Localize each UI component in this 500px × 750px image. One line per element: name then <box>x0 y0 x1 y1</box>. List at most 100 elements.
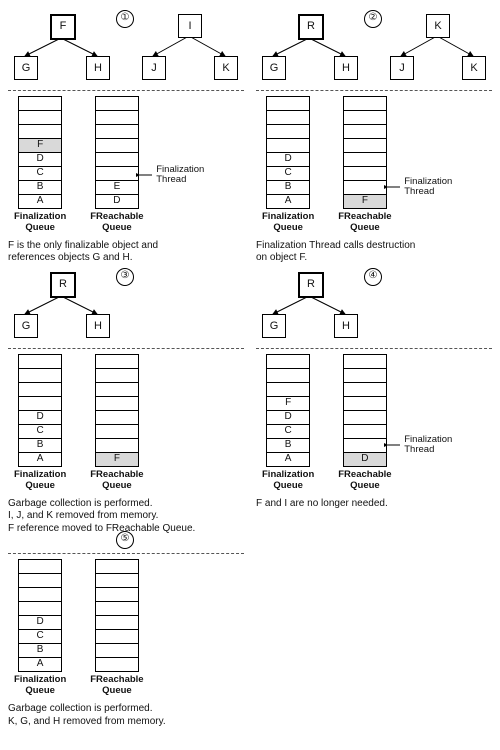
finq-cell <box>18 96 62 111</box>
finalization-queue: DCBAFinalizationQueue <box>14 560 66 697</box>
finq-cell: A <box>266 452 310 467</box>
tree-area: ②RGHKJK <box>256 8 492 86</box>
frq-cell <box>95 152 139 167</box>
finq-cell <box>18 110 62 125</box>
frq-cell <box>95 438 139 453</box>
finq-cell <box>18 601 62 616</box>
queues: FDCBA FinalizationQueue ED FinalizationThre… <box>8 97 244 234</box>
finq-stack: FDCBA <box>18 97 62 209</box>
finq-cell <box>18 396 62 411</box>
panel-caption: Garbage collection is performed.K, G, an… <box>8 703 244 729</box>
finq-cell <box>266 96 310 111</box>
finq-cell <box>266 368 310 383</box>
panel-2: ②RGHKJKDCBAFinalizationQueueFFinalizatio… <box>256 8 492 266</box>
frq-cell: D <box>95 194 139 209</box>
finalization-queue: DCBAFinalizationQueue <box>14 355 66 492</box>
ft-label-2: Thread <box>156 174 186 185</box>
finalization-thread-annotation: FinalizationThread <box>384 435 452 456</box>
frq-cell <box>95 559 139 574</box>
tree-node-K: K <box>426 14 450 38</box>
frq-label: FReachableQueue <box>90 212 143 234</box>
ft-label-1: Finalization <box>156 164 204 175</box>
panel-4: ④RGHFDCBAFinalizationQueueDFinalizationT… <box>256 266 492 535</box>
panel-empty <box>256 535 492 729</box>
tree-node-G: G <box>14 56 38 80</box>
tree-area: ①FGHIJK <box>8 8 244 86</box>
finq-cell: B <box>266 438 310 453</box>
tree-node-J: J <box>390 56 414 80</box>
finq-label: FinalizationQueue <box>14 470 66 492</box>
finq-cell: B <box>266 180 310 195</box>
finq-stack: FDCBA <box>266 355 310 467</box>
tree-node-G: G <box>14 314 38 338</box>
tree-node-R: R <box>298 272 324 298</box>
frq-stack: ED <box>95 97 139 209</box>
tree-node-K: K <box>214 56 238 80</box>
frq-stack: D <box>343 355 387 467</box>
tree-edges <box>256 266 486 344</box>
freachable-queue: FFinalizationThreadFReachableQueue <box>338 97 391 234</box>
finq-cell <box>18 124 62 139</box>
tree-node-G: G <box>262 56 286 80</box>
finq-cell: D <box>18 615 62 630</box>
frq-cell <box>95 382 139 397</box>
finq-cell: B <box>18 643 62 658</box>
tree-node-K: K <box>462 56 486 80</box>
divider <box>8 553 244 554</box>
finq-cell: C <box>266 166 310 181</box>
ft-label-2: Thread <box>404 444 434 455</box>
finq-cell <box>18 382 62 397</box>
finq-cell: A <box>18 657 62 672</box>
finq-cell: C <box>18 424 62 439</box>
finq-label: FinalizationQueue <box>14 212 66 234</box>
panel-caption: F and I are no longer needed. <box>256 498 492 524</box>
ft-label-1: Finalization <box>404 434 452 445</box>
frq-cell <box>343 110 387 125</box>
finq-cell: D <box>18 152 62 167</box>
finq-label: FinalizationQueue <box>262 212 314 234</box>
frq-cell <box>343 410 387 425</box>
finalization-queue: FDCBAFinalizationQueue <box>262 355 314 492</box>
divider <box>8 348 244 349</box>
panel-caption: Finalization Thread calls destructionon … <box>256 240 492 266</box>
finq-cell <box>266 382 310 397</box>
tree-edges <box>256 8 486 86</box>
tree-edges <box>8 266 238 344</box>
frq-cell <box>343 138 387 153</box>
finq-cell <box>18 573 62 588</box>
divider <box>256 90 492 91</box>
frq-cell <box>95 410 139 425</box>
frq-cell <box>343 96 387 111</box>
finq-cell: B <box>18 180 62 195</box>
frq-label: FReachableQueue <box>338 212 391 234</box>
frq-cell <box>95 657 139 672</box>
frq-label: FReachableQueue <box>90 675 143 697</box>
frq-cell <box>95 643 139 658</box>
tree-area: ⑤ <box>8 535 244 549</box>
tree-area: ③RGH <box>8 266 244 344</box>
finq-cell: A <box>18 194 62 209</box>
frq-cell <box>95 573 139 588</box>
frq-cell: F <box>343 194 387 209</box>
finq-cell: C <box>18 166 62 181</box>
row-1: ①FGHIJKFDCBAFinalizationQueueEDFinalizat… <box>8 8 492 266</box>
tree-area: ④RGH <box>256 266 492 344</box>
tree-node-G: G <box>262 314 286 338</box>
freachable-queue: FReachableQueue <box>90 560 143 697</box>
tree-node-R: R <box>298 14 324 40</box>
frq-cell <box>343 152 387 167</box>
finq-cell <box>266 110 310 125</box>
finq-cell: A <box>266 194 310 209</box>
panel-caption: Garbage collection is performed.I, J, an… <box>8 498 244 536</box>
finalization-queue: FDCBA FinalizationQueue <box>14 97 66 234</box>
tree-node-H: H <box>334 56 358 80</box>
frq-cell <box>95 138 139 153</box>
frq-cell <box>95 124 139 139</box>
frq-cell: D <box>343 452 387 467</box>
tree-node-H: H <box>86 314 110 338</box>
frq-stack <box>95 560 139 672</box>
finq-cell: C <box>18 629 62 644</box>
finq-cell <box>266 124 310 139</box>
freachable-queue: FFReachableQueue <box>90 355 143 492</box>
frq-cell <box>95 601 139 616</box>
